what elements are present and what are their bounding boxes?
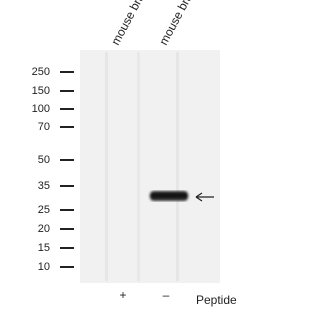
marker-label: 10 bbox=[38, 261, 50, 273]
marker-label: 70 bbox=[38, 121, 50, 133]
lane-label: mouse brain bbox=[156, 0, 199, 47]
marker-ladder: 250 150 100 70 50 35 25 20 15 10 bbox=[32, 66, 74, 273]
marker-label: 20 bbox=[38, 223, 50, 235]
peptide-sign: – bbox=[163, 288, 170, 302]
lane-streak bbox=[176, 52, 179, 281]
marker-label: 150 bbox=[32, 85, 50, 97]
lane-streak bbox=[105, 52, 108, 281]
marker-label: 35 bbox=[38, 180, 50, 192]
marker-label: 250 bbox=[32, 66, 50, 78]
marker-label: 50 bbox=[38, 154, 50, 166]
marker-label: 100 bbox=[32, 103, 50, 115]
blot-figure: mouse brain mouse brain 2501501007050352… bbox=[32, 0, 237, 307]
marker-label: 25 bbox=[38, 204, 50, 216]
marker-label: 15 bbox=[38, 242, 50, 254]
membrane bbox=[80, 50, 220, 283]
protein-band bbox=[150, 191, 188, 201]
lane-label: mouse brain bbox=[108, 0, 151, 47]
lane-streak bbox=[137, 52, 140, 281]
peptide-sign: + bbox=[119, 288, 126, 302]
arrow bbox=[195, 192, 214, 202]
peptide-label: Peptide bbox=[196, 293, 237, 307]
